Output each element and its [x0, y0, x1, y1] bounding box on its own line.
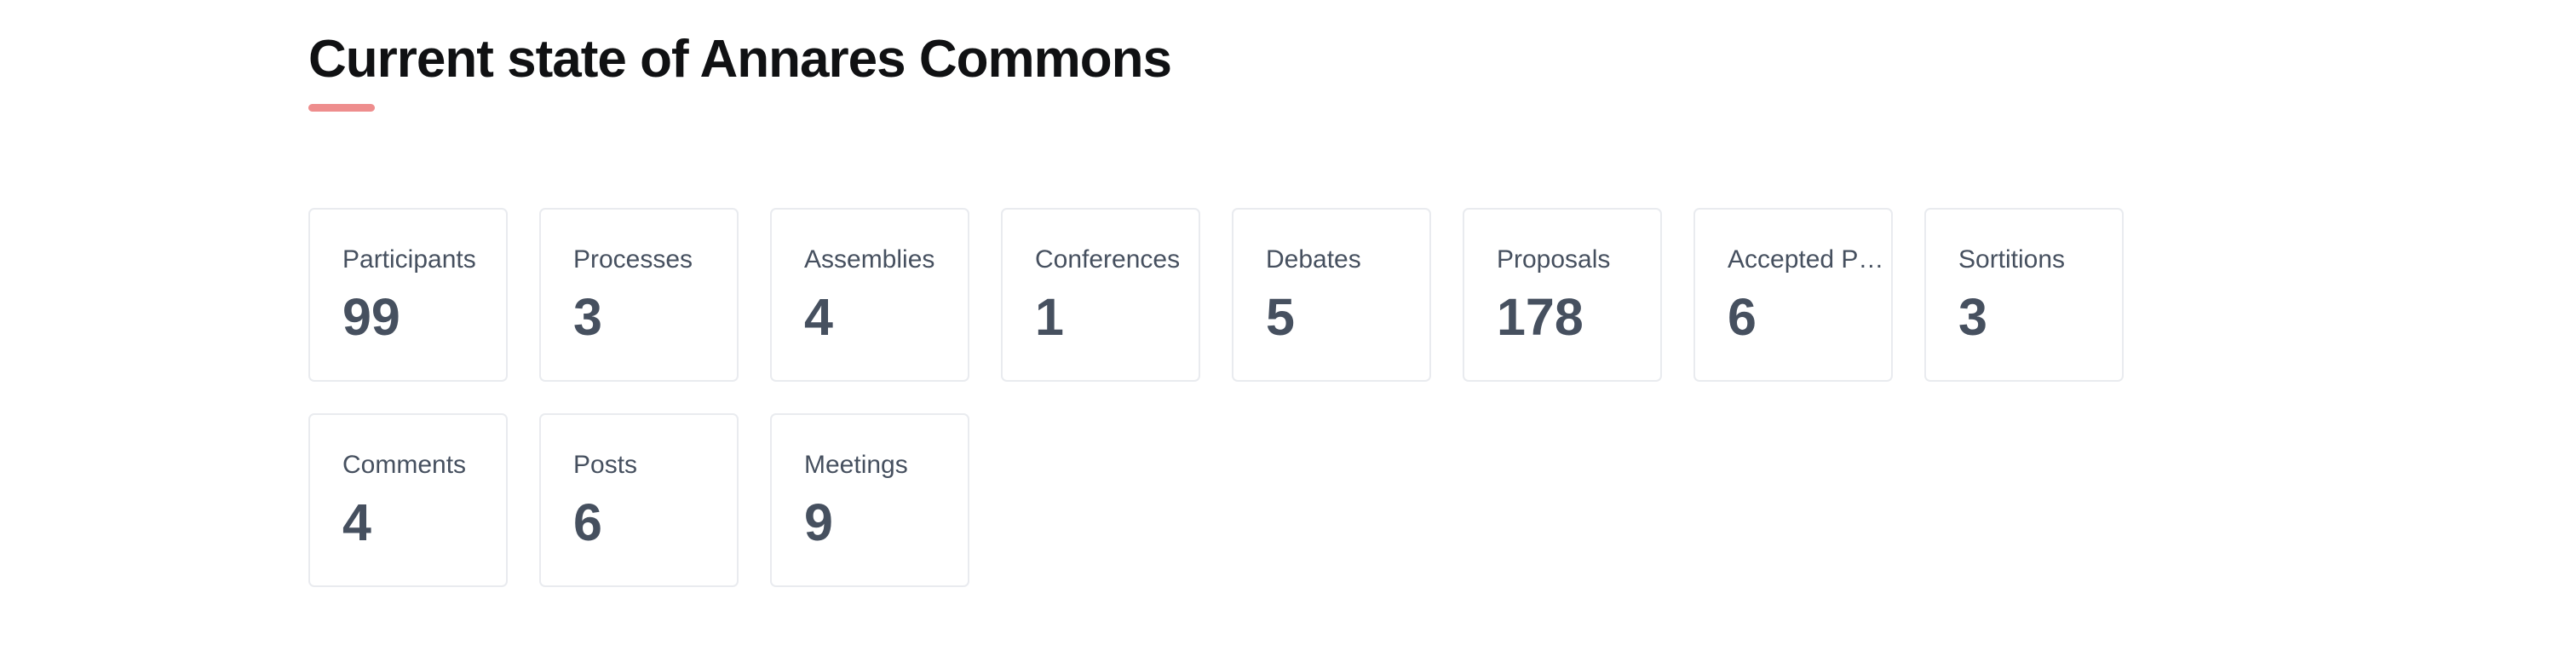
- stat-card-value: 99: [342, 288, 400, 347]
- stat-card: Processes 3: [539, 207, 739, 382]
- stat-card-value: 5: [1266, 288, 1295, 347]
- stat-card-label: Proposals: [1497, 245, 1611, 274]
- stat-card: Proposals 178: [1463, 207, 1662, 382]
- stat-card-label: Posts: [573, 450, 638, 479]
- stat-card-label: Accepted P…: [1728, 245, 1884, 274]
- page-title: Current state of Annares Commons: [308, 30, 1172, 89]
- stat-card-value: 3: [1958, 288, 1987, 347]
- stat-card-label: Debates: [1266, 245, 1361, 274]
- title-underline-accent: [308, 103, 375, 112]
- stats-section: Current state of Annares Commons Partici…: [308, 30, 2148, 587]
- stat-card: Posts 6: [539, 412, 739, 587]
- stat-card-label: Meetings: [804, 450, 908, 479]
- stat-card-label: Assemblies: [804, 245, 935, 274]
- stat-card-value: 9: [804, 493, 833, 552]
- stat-card-label: Comments: [342, 450, 467, 479]
- stat-card: Participants 99: [308, 207, 508, 382]
- stat-card-label: Processes: [573, 245, 693, 274]
- stat-card-label: Sortitions: [1958, 245, 2066, 274]
- stat-card-value: 1: [1035, 288, 1064, 347]
- stat-card: Debates 5: [1232, 207, 1431, 382]
- stat-card-value: 3: [573, 288, 602, 347]
- stat-card-label: Participants: [342, 245, 476, 274]
- stat-card: Conferences 1: [1001, 207, 1200, 382]
- stat-card: Sortitions 3: [1924, 207, 2124, 382]
- stat-card: Assemblies 4: [770, 207, 969, 382]
- stat-card-value: 178: [1497, 288, 1584, 347]
- stat-card-value: 4: [804, 288, 833, 347]
- stat-card-value: 6: [573, 493, 602, 552]
- stat-card-value: 6: [1728, 288, 1757, 347]
- stats-grid: Participants 99 Processes 3 Assemblies 4…: [308, 207, 2148, 587]
- stat-card: Comments 4: [308, 412, 508, 587]
- stat-card-label: Conferences: [1035, 245, 1181, 274]
- stat-card: Meetings 9: [770, 412, 969, 587]
- stat-card-value: 4: [342, 493, 371, 552]
- stat-card: Accepted P… 6: [1693, 207, 1893, 382]
